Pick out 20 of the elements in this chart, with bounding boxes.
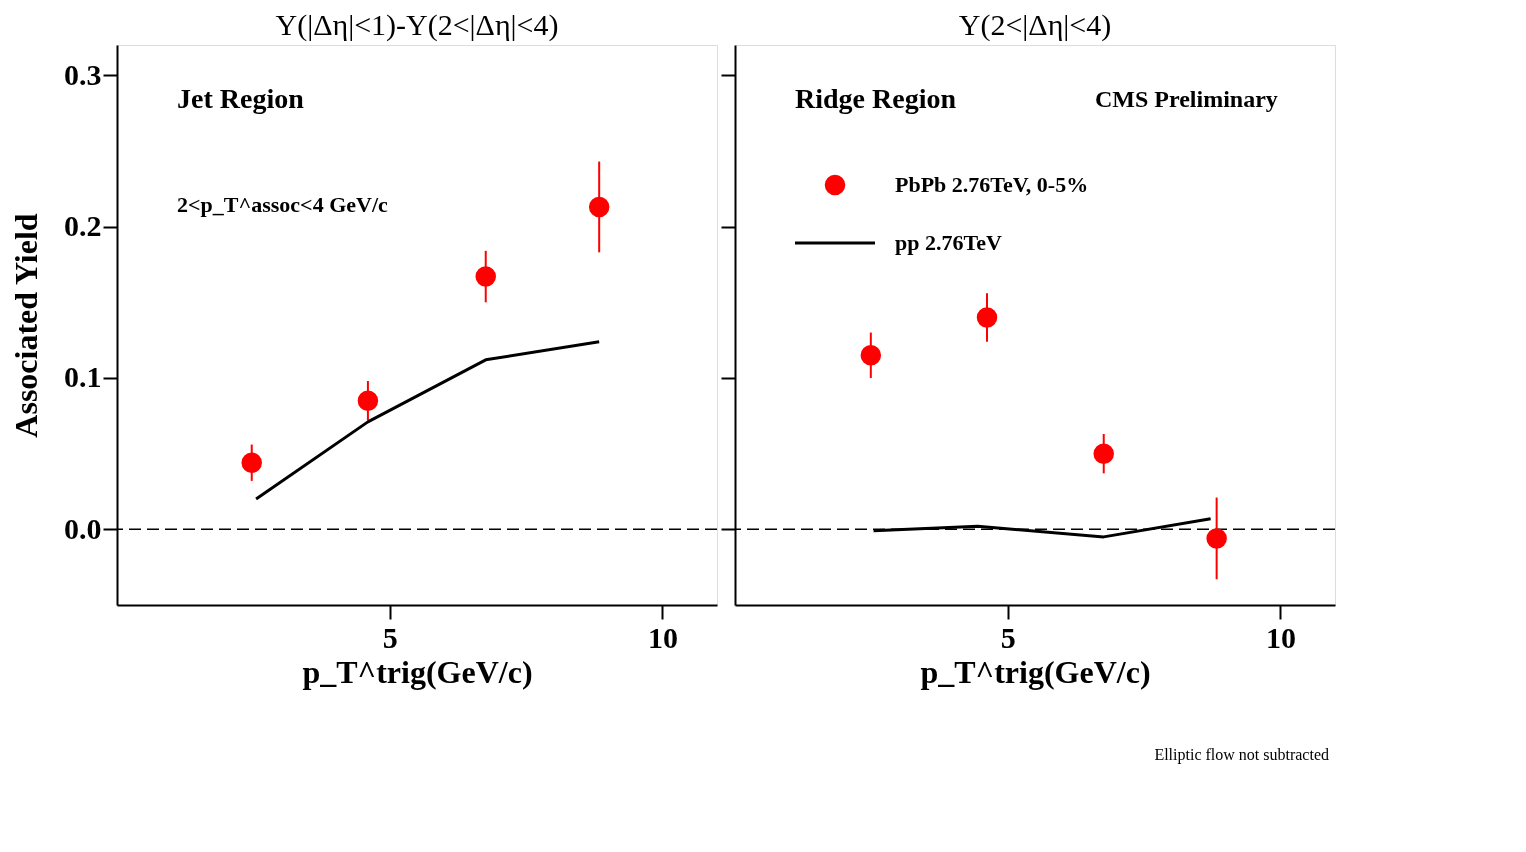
x-tick-label: 5: [382, 620, 398, 654]
y-tick-label: 0.0: [64, 511, 102, 545]
x-axis-title: p_T^trig(GeV/c): [302, 653, 533, 690]
x-tick-label: 5: [1000, 620, 1016, 654]
x-tick-label: 10: [647, 620, 678, 654]
y-axis-title: Associated Yield: [8, 213, 44, 438]
x-axis-title: p_T^trig(GeV/c): [920, 653, 1151, 690]
annotation: Jet Region: [177, 83, 305, 114]
annotation: Ridge Region: [795, 83, 957, 114]
chart-title: Y(|Δη|<1)-Y(2<|Δη|<4): [275, 8, 559, 42]
y-tick-label: 0.3: [64, 57, 102, 91]
chart-title: Y(2<|Δη|<4): [958, 8, 1112, 42]
annotation: CMS Preliminary: [1095, 86, 1278, 112]
legend-label: pp 2.76TeV: [895, 230, 1002, 255]
y-tick-label: 0.1: [64, 360, 102, 394]
y-tick-label: 0.2: [64, 209, 102, 243]
x-tick-label: 10: [1265, 620, 1296, 654]
annotation: 2<p_T^assoc<4 GeV/c: [177, 192, 389, 217]
legend-label: PbPb 2.76TeV, 0-5%: [895, 172, 1089, 197]
text: Elliptic flow not subtracted: [1154, 746, 1329, 764]
